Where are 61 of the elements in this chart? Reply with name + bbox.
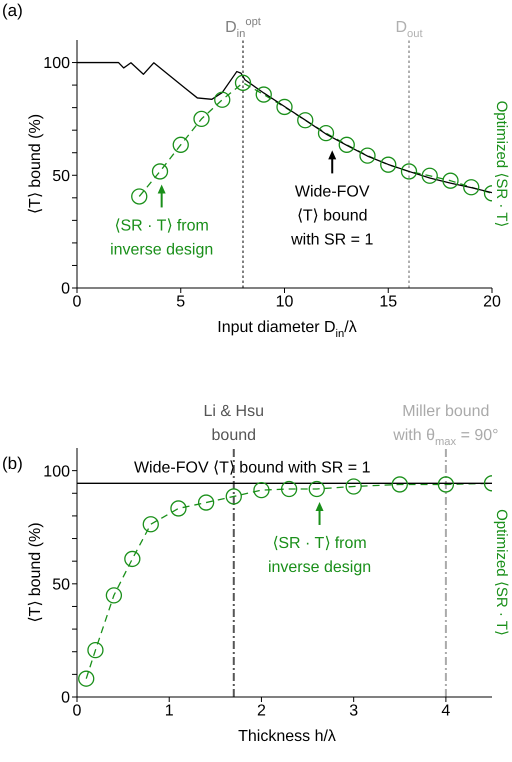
- point: [400, 163, 418, 180]
- point: [172, 136, 189, 153]
- point: [438, 476, 454, 493]
- point: [463, 179, 480, 196]
- y-tick-label: 50: [52, 168, 70, 185]
- point: [193, 110, 210, 128]
- chart-title: (a): [2, 1, 23, 20]
- ref-line-label: D$_{out}$: [395, 19, 424, 40]
- annotation: Wide-FOV ⟨T⟩ bound with SR = 1: [290, 184, 374, 249]
- y-axis-title: ⟨T⟩ bound (%): [27, 114, 44, 214]
- point: [214, 92, 230, 108]
- y2-axis-title: Optimized ⟨SR · T⟩: [493, 509, 510, 636]
- x-tick-label: 0: [72, 293, 82, 310]
- y-tick-label: 100: [43, 463, 70, 480]
- point: [392, 476, 408, 493]
- x-tick-label: 2: [256, 702, 266, 720]
- point: [346, 478, 362, 495]
- x-tick-label: 0: [72, 702, 82, 720]
- x-tick-label: 5: [176, 293, 186, 310]
- point: [234, 74, 252, 91]
- x-tick-label: 4: [441, 702, 450, 720]
- point: [87, 642, 104, 658]
- point: [380, 156, 396, 173]
- x-axis-title: Input diameter D$_{in}$/λ: [217, 319, 357, 340]
- x-tick-label: 20: [483, 293, 501, 310]
- point: [78, 670, 94, 687]
- x-tick-label: 1: [164, 702, 174, 720]
- y-tick-label: 0: [61, 280, 70, 298]
- point: [142, 516, 159, 532]
- annotation: ⟨SR · T⟩ from inverse design: [110, 218, 214, 259]
- point: [318, 124, 334, 142]
- y-tick-label: 50: [52, 576, 70, 594]
- point: [131, 188, 148, 205]
- y-axis-title: ⟨T⟩ bound (%): [27, 522, 44, 623]
- y-tick-label: 100: [43, 55, 70, 72]
- point: [253, 482, 270, 498]
- point: [359, 148, 376, 164]
- annotation: Miller bound with θ$_{max}$ = 90°: [392, 403, 499, 448]
- point: [106, 587, 122, 604]
- point: [276, 98, 293, 116]
- point: [338, 136, 355, 153]
- point: [124, 550, 140, 568]
- point: [442, 172, 459, 189]
- y-tick-label: 0: [61, 690, 70, 707]
- x-tick-label: 3: [349, 702, 358, 720]
- point: [280, 480, 298, 498]
- point: [226, 488, 242, 505]
- point: [170, 500, 187, 517]
- x-tick-label: 10: [276, 293, 294, 310]
- annotation: ⟨SR · T⟩ from inverse design: [268, 535, 372, 576]
- ref-line-label: Li & Hsu bound: [204, 403, 264, 444]
- chart-title: (b): [2, 454, 23, 474]
- point: [256, 86, 272, 103]
- y2-axis-title: Optimized ⟨SR · T⟩: [493, 100, 510, 228]
- x-axis-title: Thickness h/λ: [238, 728, 336, 746]
- point: [308, 480, 325, 498]
- x-tick-label: 15: [379, 293, 398, 310]
- point: [198, 494, 214, 511]
- point: [152, 163, 168, 180]
- point: [297, 112, 314, 128]
- point: [422, 168, 438, 184]
